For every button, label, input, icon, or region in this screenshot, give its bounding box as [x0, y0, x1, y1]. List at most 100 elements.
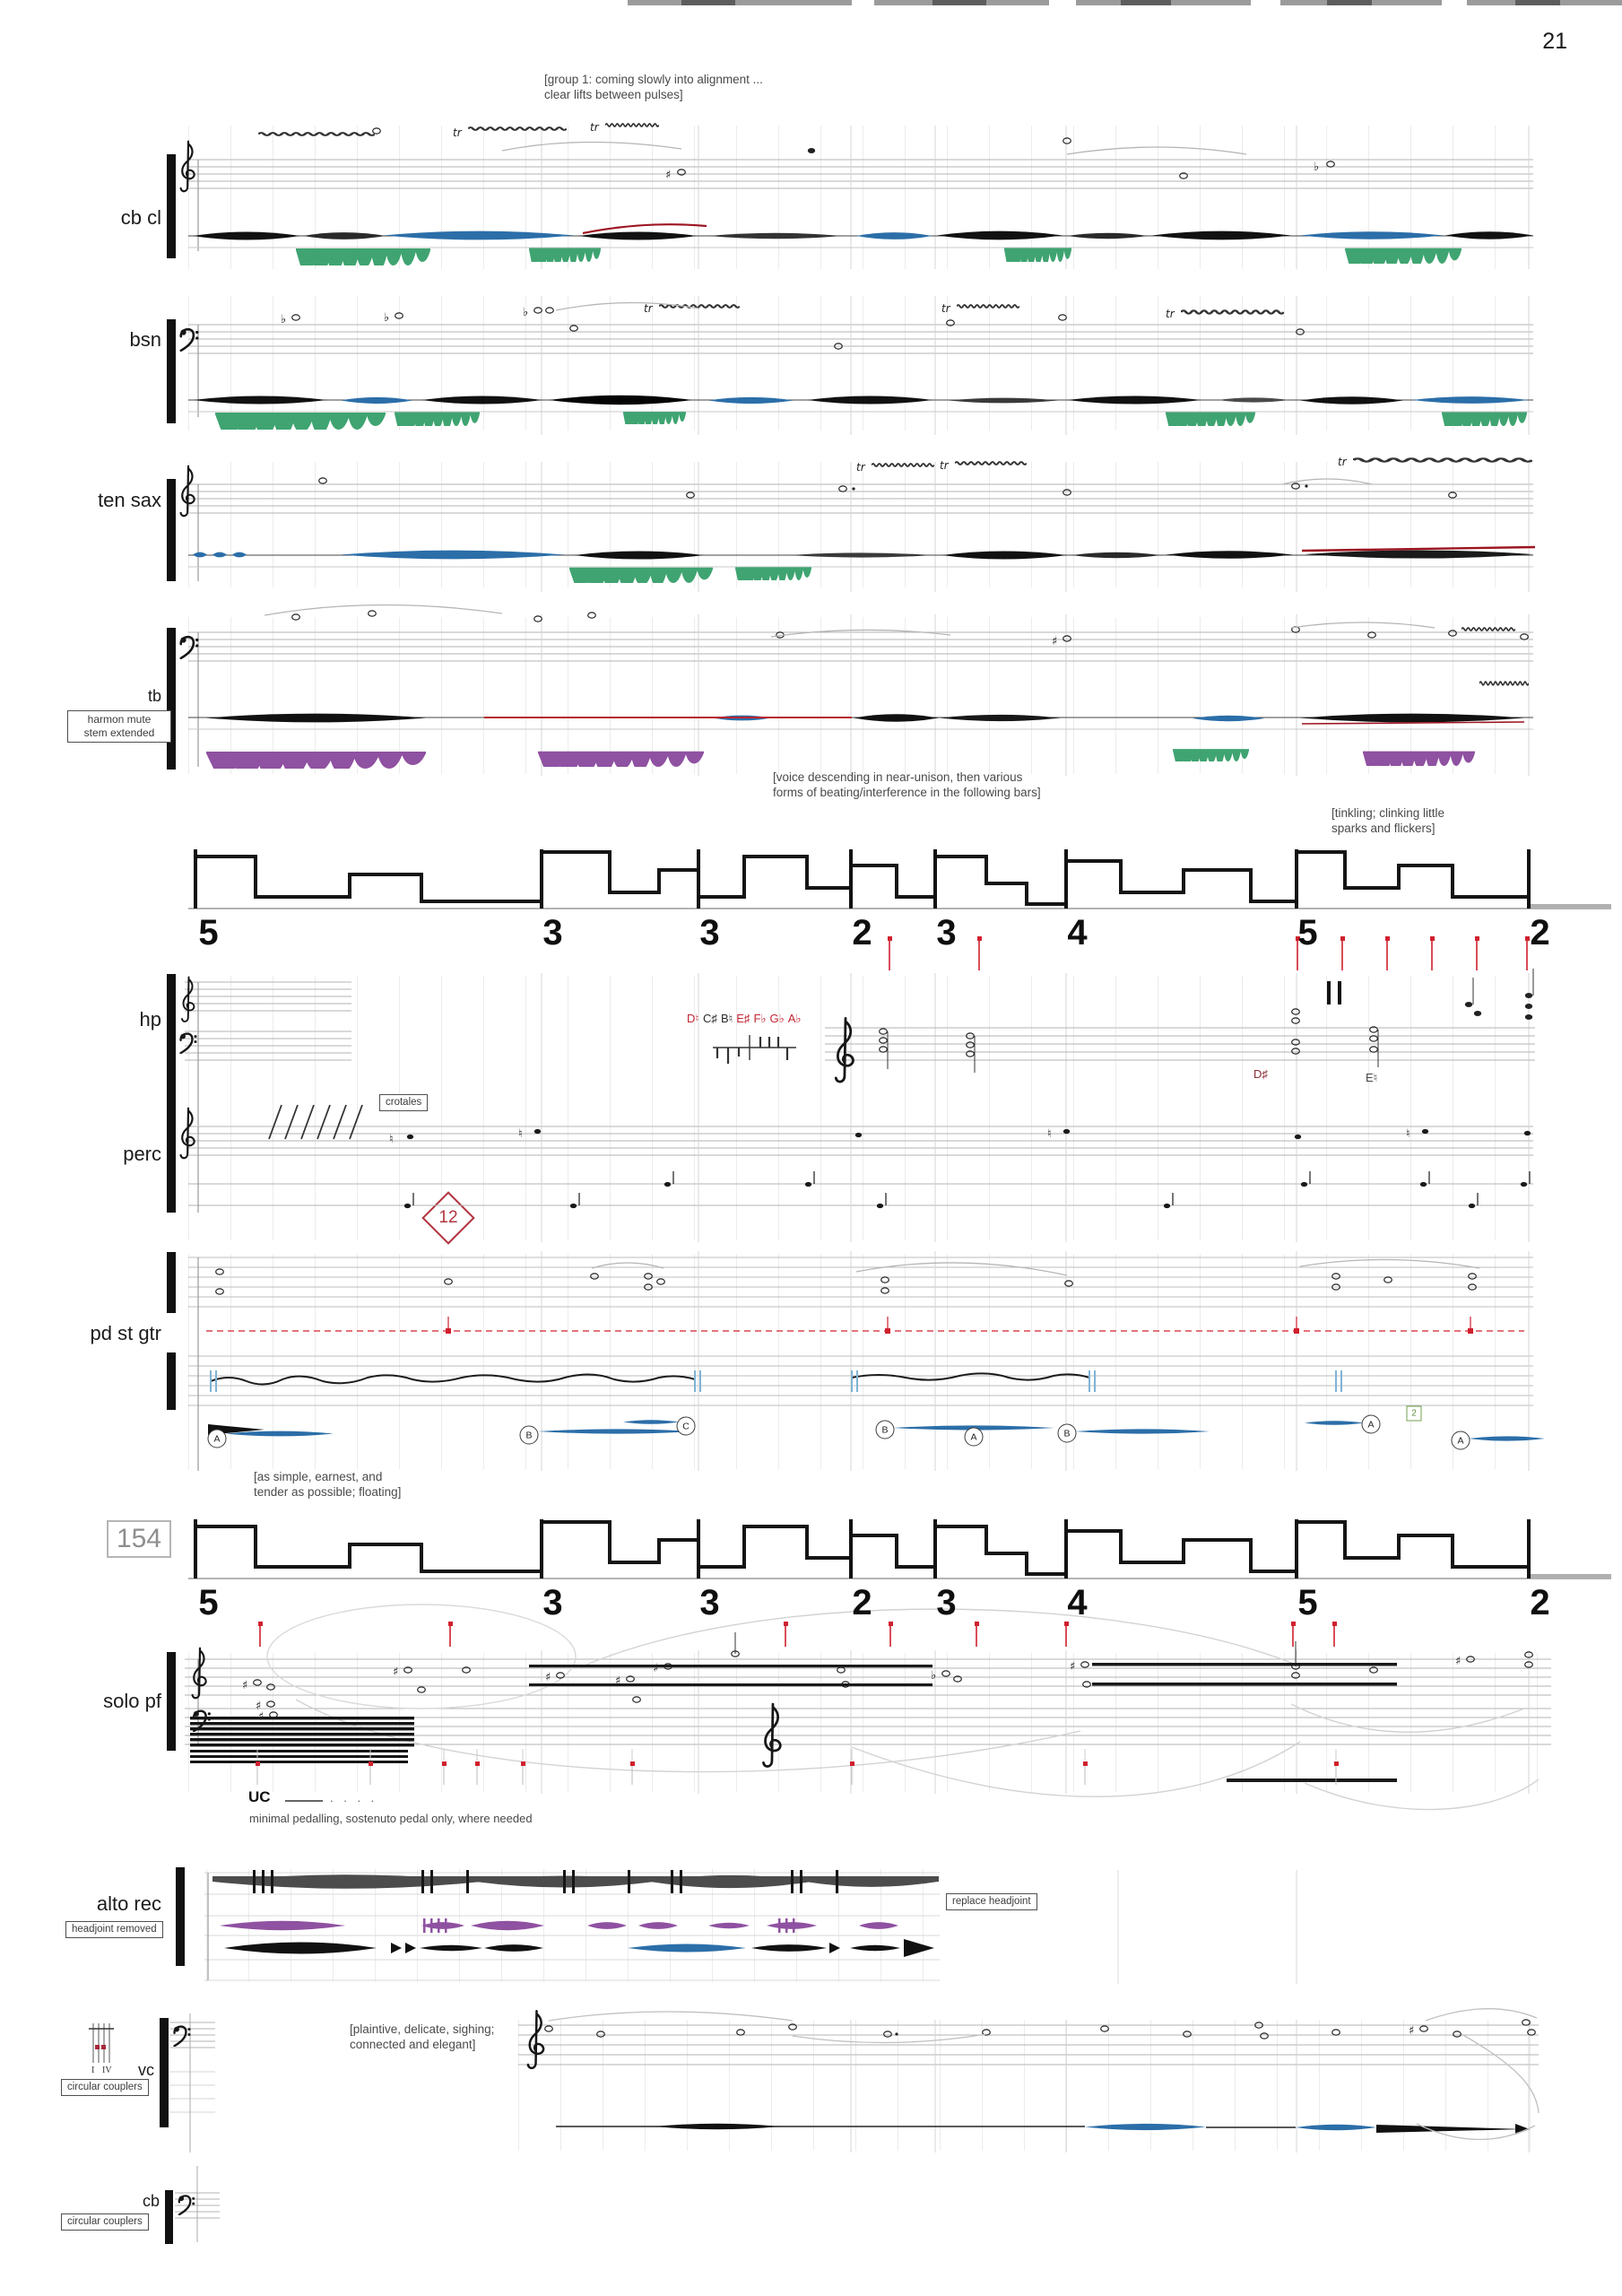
meter-number: 2: [852, 913, 872, 952]
vc-coupler-icon: [89, 2023, 114, 2063]
rec-articulation-band: [224, 1939, 934, 1957]
note-box-circular-couplers-cb: circular couplers: [61, 2213, 149, 2231]
pulse-grid-winds1: [188, 126, 1533, 269]
instrument-label-cbcl: cb cl: [120, 206, 161, 229]
harp-pedal-change-1: D♯: [1253, 1067, 1268, 1081]
svg-text:♯: ♯: [242, 1679, 247, 1692]
system-tensax: tr tr tr: [167, 456, 1536, 592]
pulse-grid-vc: [518, 2020, 1539, 2151]
gtr-section-letter: B: [875, 1420, 895, 1439]
svg-text:tr: tr: [941, 302, 951, 315]
meter-number: 3: [936, 1583, 956, 1622]
meter-number: 5: [198, 1583, 218, 1622]
pulse-grid-perc: [188, 1101, 1533, 1240]
instrument-label-tb: tb: [147, 687, 161, 705]
system-cb: [165, 2166, 220, 2244]
svg-text:♯: ♯: [1070, 1660, 1075, 1674]
harp-pedal-change-2: E♮: [1366, 1071, 1378, 1084]
harp-pedal-setting: D♮ C♯ B♮ E♯ F♭ G♭ A♭: [687, 1012, 802, 1025]
rec-voice-band: [220, 1918, 898, 1933]
meter-number: 2: [852, 1583, 872, 1622]
pulse-grid-pf: [188, 1653, 1551, 1792]
svg-text:♯: ♯: [665, 169, 671, 182]
svg-text:♭: ♭: [523, 306, 528, 319]
svg-text:♯: ♯: [256, 1700, 261, 1713]
svg-text:♯: ♯: [1455, 1655, 1461, 1668]
pulse-grid-winds2: [188, 296, 1533, 430]
svg-text:♯: ♯: [393, 1665, 398, 1679]
system-vc: ♯: [89, 2008, 1540, 2152]
vc-dynamic-wedges: [556, 2123, 1536, 2141]
pedalling-note: minimal pedalling, sostenuto pedal only,…: [249, 1812, 533, 1825]
pulse-grid-winds4: [188, 617, 1533, 774]
instrument-label-perc: perc: [123, 1143, 161, 1165]
pf-notes: [253, 1632, 1533, 1718]
harp-notes: [879, 969, 1534, 1073]
annotation-tinkling: [tinkling; clinking little sparks and fli…: [1331, 806, 1445, 835]
meter-number: 2: [1530, 913, 1549, 952]
svg-text:tr: tr: [590, 121, 600, 134]
instrument-label-pdstgtr: pd st gtr: [90, 1322, 161, 1344]
svg-text:♯: ♯: [1409, 2024, 1414, 2038]
system-tb: ♯: [167, 604, 1533, 776]
svg-text:tr: tr: [1166, 308, 1175, 320]
system-perc: ♮ ♮ ♮ ♮: [167, 1099, 1533, 1242]
instrument-label-altorec: alto rec: [96, 1892, 161, 1915]
perc-diamond-number: 12: [438, 1208, 458, 1227]
rec-airband: [213, 1870, 939, 1893]
meter-number: 4: [1067, 913, 1087, 952]
cue-ticks-row1: [888, 936, 1530, 970]
svg-text:♭: ♭: [931, 1669, 936, 1683]
meter-number: 4: [1067, 1583, 1087, 1622]
vc-string-label-4: IV: [102, 2066, 112, 2075]
una-corda-dots: . . . .: [330, 1791, 378, 1805]
svg-text:♮: ♮: [1047, 1127, 1052, 1141]
instrument-label-hp: hp: [139, 1008, 161, 1031]
svg-text:♯: ♯: [1052, 635, 1057, 648]
page-top-edge-fragments: [628, 0, 1622, 5]
svg-text:♯: ♯: [258, 1710, 264, 1724]
meter-number: 3: [936, 913, 956, 952]
svg-text:♭: ♭: [1314, 161, 1319, 174]
svg-text:♭: ♭: [281, 313, 286, 326]
gtr-section-letter: B: [519, 1425, 539, 1445]
note-box-harmon-mute: harmon mute stem extended: [67, 710, 171, 743]
gtr-section-letter: C: [676, 1416, 696, 1436]
rehearsal-mark: 154: [107, 1520, 172, 1558]
gtr-section-letter: A: [207, 1429, 227, 1448]
pf-pedal-marks: [256, 1761, 1339, 1785]
annotation-plaintive: [plaintive, delicate, sighing; connected …: [350, 2022, 495, 2051]
perc-notes: [403, 1128, 1531, 1209]
gtr-section-letter: A: [1361, 1414, 1381, 1434]
harp-pedal-diagram: [713, 1035, 796, 1064]
meter-number: 5: [1297, 1583, 1317, 1622]
system-cbcl: tr tr ♯ ♭: [167, 121, 1533, 269]
svg-text:tr: tr: [856, 461, 866, 474]
pf-cluster: [190, 1717, 414, 1763]
instrument-label-cb: cb: [142, 2192, 160, 2210]
gtr-green-number: 2: [1406, 1405, 1422, 1422]
pulse-grid-gtr: [188, 1254, 1533, 1469]
instrument-label-bsn: bsn: [129, 328, 161, 351]
instrument-label-tensax: ten sax: [98, 489, 161, 511]
svg-text:tr: tr: [644, 302, 654, 315]
svg-text:tr: tr: [1338, 456, 1348, 468]
note-box-headjoint-removed: headjoint removed: [65, 1921, 163, 1938]
meter-number: 3: [699, 913, 719, 952]
annotation-as-simple: [as simple, earnest, and tender as possib…: [254, 1470, 402, 1499]
meter-number: 3: [542, 913, 562, 952]
pf-sustain-lines: [529, 1663, 1397, 1782]
gtr-section-letter: A: [964, 1427, 984, 1447]
rhythm-staff: [188, 849, 1611, 909]
system-altorec: [176, 1867, 1297, 1984]
instrument-label-vc: vc: [138, 2061, 154, 2079]
system-bsn: tr tr tr ♭ ♭ ♭: [167, 296, 1533, 435]
svg-text:♮: ♮: [518, 1127, 523, 1141]
svg-text:♯: ♯: [615, 1674, 620, 1688]
una-corda-marking: UC: [248, 1788, 271, 1805]
meter-number: 5: [198, 913, 218, 952]
vc-notes: [544, 2019, 1536, 2039]
svg-text:♯: ♯: [545, 1671, 551, 1684]
